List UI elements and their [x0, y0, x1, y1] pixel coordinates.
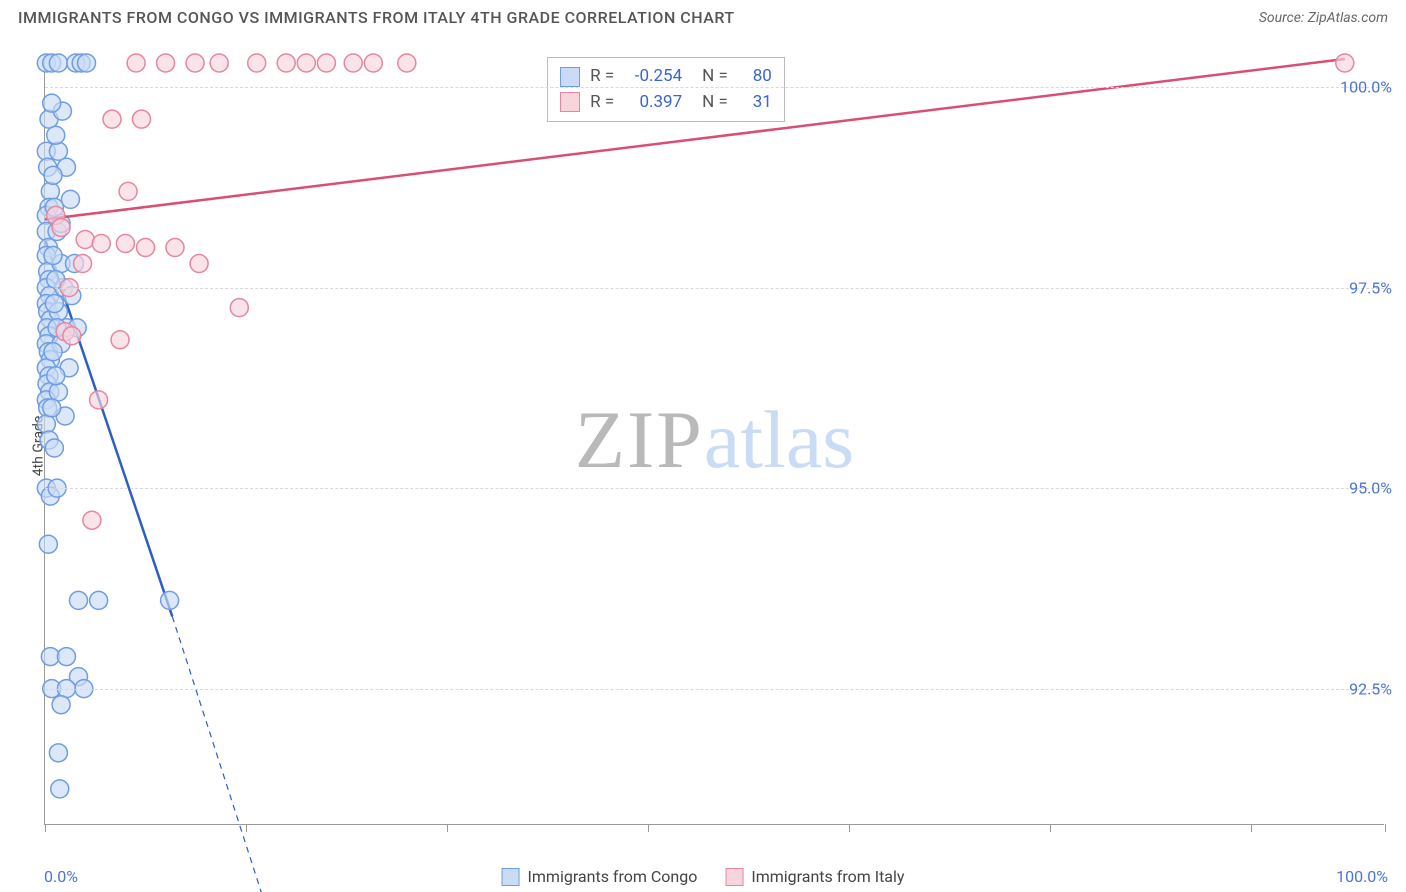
data-point — [248, 54, 266, 72]
gridline — [45, 288, 1384, 289]
gridline — [45, 689, 1384, 690]
data-point — [51, 780, 69, 798]
data-point — [49, 142, 67, 160]
chart-source: Source: ZipAtlas.com — [1259, 10, 1388, 26]
data-point — [364, 54, 382, 72]
data-point — [83, 511, 101, 529]
legend-r-label: R = — [590, 90, 614, 116]
series-legend-item: Immigrants from Congo — [502, 867, 698, 886]
data-point — [61, 190, 79, 208]
data-point — [44, 247, 62, 265]
data-point — [398, 54, 416, 72]
gridline — [45, 488, 1384, 489]
chart-svg — [45, 55, 1384, 824]
x-tick — [447, 824, 448, 832]
data-point — [230, 299, 248, 317]
data-point — [1336, 54, 1354, 72]
data-point — [39, 535, 57, 553]
legend-n-label: N = — [702, 90, 728, 116]
data-point — [44, 166, 62, 184]
legend-swatch — [725, 868, 743, 886]
y-tick-label: 92.5% — [1349, 679, 1392, 698]
data-point — [49, 54, 67, 72]
data-point — [103, 110, 121, 128]
data-point — [297, 54, 315, 72]
legend-label: Immigrants from Italy — [751, 867, 904, 886]
data-point — [70, 591, 88, 609]
legend-label: Immigrants from Congo — [528, 867, 698, 886]
y-tick-label: 95.0% — [1349, 479, 1392, 498]
data-point — [47, 367, 65, 385]
data-point — [161, 591, 179, 609]
data-point — [57, 648, 75, 666]
data-point — [116, 234, 134, 252]
legend-r-value: -0.254 — [624, 64, 682, 90]
data-point — [52, 696, 70, 714]
legend-n-label: N = — [702, 64, 728, 90]
x-tick — [246, 824, 247, 832]
x-tick — [1251, 824, 1252, 832]
data-point — [190, 255, 208, 273]
data-point — [49, 744, 67, 762]
data-point — [74, 255, 92, 273]
data-point — [76, 230, 94, 248]
data-point — [52, 218, 70, 236]
data-point — [90, 591, 108, 609]
data-point — [90, 391, 108, 409]
data-point — [44, 343, 62, 361]
y-tick-label: 100.0% — [1340, 78, 1392, 97]
x-tick — [849, 824, 850, 832]
legend-r-value: 0.397 — [624, 90, 682, 116]
legend-swatch — [560, 67, 580, 87]
gridline — [45, 87, 1384, 88]
data-point — [210, 54, 228, 72]
data-point — [63, 327, 81, 345]
legend-n-value: 31 — [738, 90, 772, 116]
data-point — [41, 182, 59, 200]
data-point — [43, 94, 61, 112]
data-point — [45, 439, 63, 457]
series-legend-item: Immigrants from Italy — [725, 867, 904, 886]
data-point — [317, 54, 335, 72]
plot-area: ZIPatlas R =-0.254N =80R =0.397N =31 — [44, 55, 1384, 825]
legend-swatch — [502, 868, 520, 886]
x-axis-min: 0.0% — [44, 867, 78, 886]
data-point — [43, 399, 61, 417]
data-point — [41, 648, 59, 666]
y-tick-label: 97.5% — [1349, 278, 1392, 297]
x-tick — [648, 824, 649, 832]
x-axis-max: 100.0% — [1336, 867, 1388, 886]
x-tick — [45, 824, 46, 832]
legend-swatch — [560, 92, 580, 112]
data-point — [37, 415, 55, 433]
legend-row: R = 0.397 N = 31 — [560, 90, 772, 116]
data-point — [92, 234, 110, 252]
chart-title: IMMIGRANTS FROM CONGO VS IMMIGRANTS FROM… — [18, 8, 735, 27]
series-legend: Immigrants from Congo Immigrants from Ita… — [502, 867, 905, 886]
data-point — [277, 54, 295, 72]
x-tick — [1050, 824, 1051, 832]
data-point — [78, 54, 96, 72]
data-point — [137, 239, 155, 257]
data-point — [344, 54, 362, 72]
data-point — [132, 110, 150, 128]
data-point — [111, 331, 129, 349]
data-point — [119, 182, 137, 200]
legend-r-label: R = — [590, 64, 614, 90]
x-tick — [1385, 824, 1386, 832]
correlation-legend: R = -0.254 N = 80 R = 0.397 N = 31 — [547, 57, 785, 122]
data-point — [127, 54, 145, 72]
data-point — [45, 295, 63, 313]
data-point — [166, 239, 184, 257]
data-point — [47, 126, 65, 144]
data-point — [157, 54, 175, 72]
legend-row: R = -0.254 N = 80 — [560, 64, 772, 90]
legend-n-value: 80 — [738, 64, 772, 90]
trend-line-ext — [172, 616, 286, 892]
data-point — [186, 54, 204, 72]
